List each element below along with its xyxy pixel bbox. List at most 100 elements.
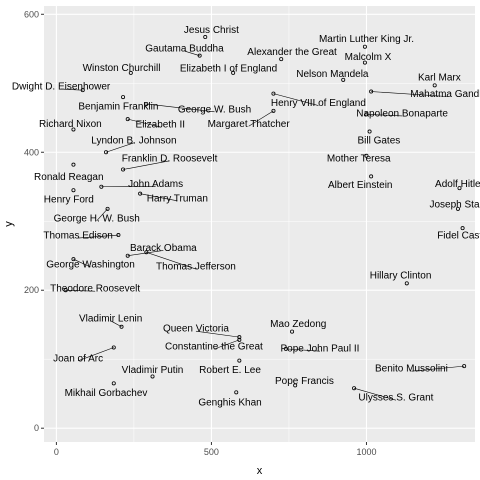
- point-label: Elizabeth II: [136, 119, 185, 130]
- point-label: George H. W. Bush: [54, 213, 140, 224]
- point-label: Ronald Reagan: [34, 172, 104, 183]
- leader-line: [127, 118, 161, 128]
- scatter-point: [144, 101, 149, 106]
- label-leader-lines: [61, 50, 465, 401]
- point-label: Joseph Stalin: [429, 199, 480, 210]
- scatter-point: [457, 186, 462, 191]
- point-label: Queen Victoria: [163, 324, 229, 335]
- leader-line: [78, 234, 119, 239]
- leader-line: [65, 289, 96, 292]
- point-label: John Adams: [128, 179, 183, 190]
- leader-line: [285, 348, 320, 352]
- scatter-point: [116, 233, 121, 238]
- scatter-point: [369, 89, 374, 94]
- point-label: Gautama Buddha: [145, 44, 224, 55]
- leader-line: [195, 330, 240, 338]
- scatter-point: [104, 150, 109, 155]
- point-label: Winston Churchill: [83, 63, 161, 74]
- scatter-point: [111, 345, 116, 350]
- y-tick-label: 400: [24, 147, 39, 157]
- point-label: Albert Einstein: [328, 180, 392, 191]
- point-label: Vladimir Lenin: [79, 313, 142, 324]
- leader-line: [366, 114, 403, 117]
- scatter-point: [138, 191, 143, 196]
- scatter-point: [203, 35, 208, 40]
- point-label: Harry Truman: [147, 193, 208, 204]
- x-tick-label: 0: [54, 447, 59, 457]
- point-label: Vladimir Putin: [122, 365, 184, 376]
- scatter-point: [462, 364, 467, 369]
- point-label: Lyndon B. Johnson: [91, 135, 176, 146]
- leader-line: [105, 142, 135, 153]
- scatter-point: [237, 358, 242, 363]
- point-label: Theodore Roosevelt: [50, 284, 140, 295]
- point-label: Napoleon Bonaparte: [356, 108, 448, 119]
- leader-line: [411, 365, 465, 372]
- scatter-point: [279, 57, 284, 62]
- scatter-point: [125, 253, 130, 258]
- scatter-point: [432, 83, 437, 88]
- scatter-point: [362, 44, 367, 49]
- scatter-point: [341, 77, 346, 82]
- point-label: Barack Obama: [130, 243, 197, 254]
- point-label: Pope John Paul II: [280, 344, 359, 355]
- point-label: Elizabeth I of England: [180, 64, 277, 75]
- scatter-point: [271, 108, 276, 113]
- axes: 0 500 1000 0 200 400 600: [24, 9, 377, 457]
- scatter-point: [231, 70, 236, 75]
- leader-line: [146, 252, 197, 270]
- leader-line: [123, 160, 170, 170]
- point-label: Mother Teresa: [327, 153, 391, 164]
- point-label: Margaret Thatcher: [208, 119, 291, 130]
- point-label: George W. Bush: [178, 104, 251, 115]
- scatter-point: [367, 129, 372, 134]
- point-label: Mao Zedong: [270, 319, 326, 330]
- scatter-point: [352, 386, 357, 391]
- x-axis-title: x: [257, 465, 263, 477]
- point-label: Thomas Jefferson: [156, 262, 236, 273]
- scatter-point: [119, 324, 124, 329]
- y-axis-title: y: [3, 221, 15, 227]
- point-label: Bill Gates: [357, 135, 400, 146]
- scatter-point: [283, 346, 288, 351]
- scatter-point: [237, 337, 242, 342]
- plot-panel: [44, 6, 475, 442]
- data-points: [63, 35, 467, 395]
- scatter-point: [99, 184, 104, 189]
- scatter-point: [71, 188, 76, 193]
- point-label: Benjamin Franklin: [78, 102, 158, 113]
- scatter-point: [197, 53, 202, 58]
- scatter-point: [271, 91, 276, 96]
- scatter-point: [63, 288, 68, 293]
- scatter-point: [369, 174, 374, 179]
- point-label: Nelson Mandela: [296, 69, 369, 80]
- scatter-point: [362, 60, 367, 65]
- point-label: Fidel Castro: [437, 231, 480, 242]
- point-label: Adolf Hitler: [435, 179, 480, 190]
- scatter-point: [80, 88, 85, 93]
- leader-line: [213, 339, 240, 350]
- point-label: Richard Nixon: [39, 119, 102, 130]
- scatter-point: [121, 95, 126, 100]
- scatter-point: [237, 335, 242, 340]
- scatter-point: [144, 250, 149, 255]
- leader-line: [146, 103, 215, 113]
- scatter-point: [121, 167, 126, 172]
- leader-line: [110, 320, 122, 328]
- leader-line: [127, 250, 164, 257]
- scatter-point: [150, 374, 155, 379]
- point-label: Jesus Christ: [184, 25, 239, 36]
- y-tick-label: 0: [34, 423, 39, 433]
- leader-line: [184, 50, 200, 56]
- scatter-point: [364, 112, 369, 117]
- point-label: Dwight D. Eisenhower: [12, 82, 111, 93]
- leader-line: [371, 91, 449, 97]
- x-tick-label: 500: [204, 447, 219, 457]
- leader-line: [78, 347, 114, 362]
- y-tick-label: 200: [24, 285, 39, 295]
- leader-line: [61, 88, 83, 91]
- point-label: Benito Mussolini: [375, 364, 448, 375]
- point-label: Mikhail Gorbachev: [65, 388, 148, 399]
- point-label: George Washington: [46, 260, 135, 271]
